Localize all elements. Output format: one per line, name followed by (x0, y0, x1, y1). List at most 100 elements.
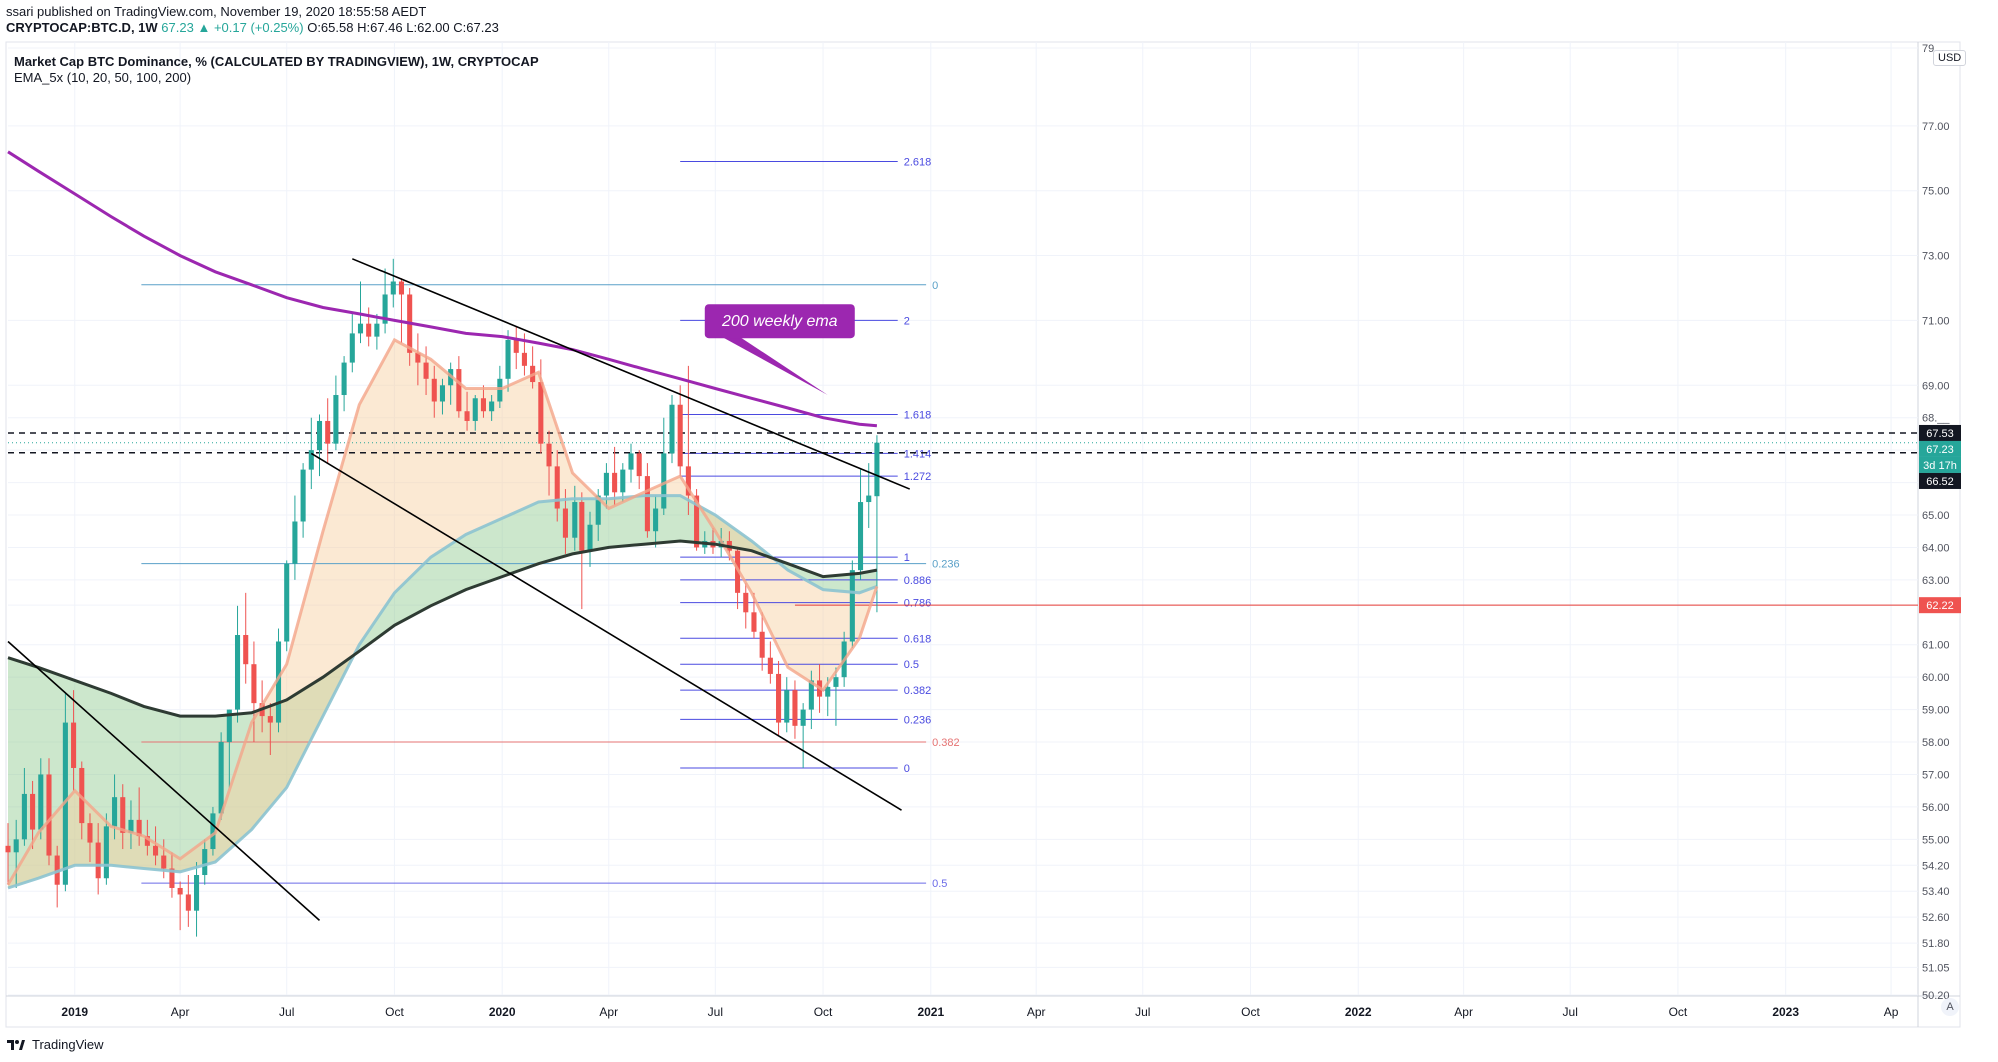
candle-body (579, 502, 585, 551)
ema10-50-fill (8, 339, 877, 888)
ema200-line (7, 150, 878, 428)
time-tick-label: 2019 (61, 1005, 88, 1019)
candle-body (776, 673, 782, 723)
price-axis[interactable]: 79.__77.0075.0073.0071.0069.0068.__67.00… (1922, 43, 1950, 1002)
candle-body (185, 894, 191, 911)
chart-title: Market Cap BTC Dominance, % (CALCULATED … (14, 54, 539, 69)
auto-scale-button[interactable]: A (1941, 998, 1959, 1016)
candle-body (210, 813, 216, 850)
trendline (351, 258, 911, 490)
ema-legend[interactable]: EMA_5x (10, 20, 50, 100, 200) (14, 70, 192, 85)
price-tick-label: 58.00 (1922, 737, 1950, 749)
candle (87, 813, 93, 863)
currency-button[interactable]: USD (1933, 50, 1967, 66)
candle (38, 758, 44, 840)
candle-body (226, 709, 232, 743)
candle-body (800, 709, 806, 726)
price-tick-label: 61.00 (1922, 640, 1950, 652)
price-tick-label: 50.20 (1922, 990, 1950, 1002)
candle (128, 800, 134, 850)
ohlc-high: H:67.46 (357, 20, 403, 35)
fib-level-label: 2.618 (904, 157, 932, 169)
candle-body (87, 823, 93, 843)
chart-frame (5, 41, 1961, 1028)
candle-body (366, 323, 372, 337)
ema50-line (7, 494, 878, 890)
candle (612, 446, 618, 506)
candle (808, 670, 814, 730)
time-axis[interactable]: 2019 Apr Jul Oct 2020 Apr Jul Oct 2021 Apr Jul Oct 2… (61, 1005, 1898, 1019)
candle-body (120, 797, 126, 833)
candle (579, 492, 585, 610)
candle (833, 667, 839, 726)
candle-body (30, 793, 36, 830)
time-tick-label: Apr (599, 1005, 618, 1019)
candle (120, 784, 126, 850)
close-price: 67.23 (161, 20, 194, 35)
trendline (310, 452, 902, 811)
fib-level-label: 0.382 (904, 685, 932, 697)
price-tag-label: 67.53 (1926, 428, 1954, 440)
candle-body (13, 839, 19, 853)
candle-body (857, 502, 864, 571)
candle (587, 511, 593, 567)
time-tick-label: Jul (1563, 1005, 1578, 1019)
candle-body (325, 420, 331, 444)
price-tick-label: 55.00 (1922, 834, 1950, 846)
candle-body (513, 339, 519, 353)
fib-level-label: 0.786 (904, 598, 932, 610)
candle-body (292, 521, 298, 564)
candle (857, 469, 864, 580)
candle-body (169, 868, 175, 888)
time-tick-label: Oct (385, 1005, 404, 1019)
fib-large-label: 0.236 (932, 559, 960, 571)
price-tick-label: 57.00 (1922, 769, 1950, 781)
candle-body (612, 472, 618, 493)
candle-body (808, 680, 814, 710)
candle-body (866, 495, 872, 503)
candle-body (595, 495, 601, 525)
candle-body (628, 453, 634, 470)
candle (472, 395, 478, 431)
price-tag-bg (1919, 424, 1961, 441)
candle (480, 385, 486, 418)
candle-body (636, 453, 642, 477)
trendline (7, 640, 321, 922)
candle (193, 862, 200, 937)
candle-body (103, 826, 109, 879)
fib-level-label: 1.272 (904, 471, 932, 483)
candle (374, 313, 380, 350)
candle (95, 823, 101, 895)
candle-body (603, 472, 609, 496)
price-tag-label: 62.22 (1926, 600, 1954, 612)
time-tick-label: Ap (1884, 1005, 1899, 1019)
ohlc-close: C:67.23 (453, 20, 499, 35)
fib-level-label: 0 (904, 763, 910, 775)
time-tick-label: Jul (279, 1005, 294, 1019)
candle (620, 463, 626, 503)
candle-body (572, 502, 578, 538)
symbol-label[interactable]: CRYPTOCAP:BTC.D, 1W (6, 20, 158, 35)
publish-info-bar: ssari published on TradingView.com, Nove… (6, 4, 499, 36)
candle-body (833, 677, 839, 687)
candle-body (497, 378, 503, 402)
candle (661, 417, 667, 516)
candle (431, 365, 437, 418)
candle (218, 732, 224, 820)
chart-grid (5, 41, 1961, 1028)
price-change: ▲ +0.17 (+0.25%) (197, 20, 304, 35)
candle-body (218, 742, 224, 814)
time-tick-label: Apr (171, 1005, 190, 1019)
price-tick-label: 75.00 (1922, 186, 1950, 198)
candle-body (415, 352, 421, 363)
candle (382, 268, 388, 334)
candle (776, 660, 782, 736)
candle-body (546, 443, 552, 467)
horizontal-levels (8, 432, 1918, 606)
price-tags: 67.53 67.23 3d 17h 66.52 62.22 (1919, 424, 1961, 614)
time-tick-label: Jul (708, 1005, 723, 1019)
price-chart[interactable]: 2.618 2 1.618 1.414 1.272 1 0.886 0.786 0.618 0.5… (0, 40, 1998, 1034)
footer-branding: TradingView (6, 1034, 104, 1054)
candle-body (784, 690, 790, 723)
candle (644, 463, 650, 538)
